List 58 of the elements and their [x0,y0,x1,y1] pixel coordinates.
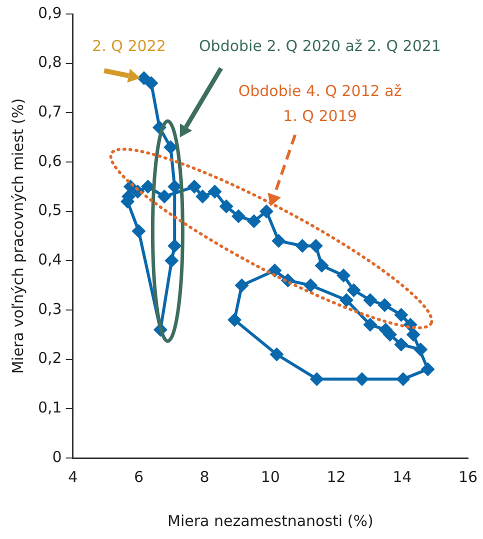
point [363,318,378,332]
point [304,278,318,292]
y-tick-label: 0 [52,448,62,466]
x-tick-label: 16 [458,468,478,486]
point [394,338,408,352]
point [336,268,351,282]
y-axis-title: Miera voľných pracovných miest (%) [8,98,27,374]
point [231,209,246,224]
point [308,238,323,253]
point [310,372,324,386]
annotation: Obdobie 2. Q 2020 až 2. Q 2021 [198,36,442,57]
point [136,71,151,86]
x-axis-title: Miera nezamestnanosti (%) [168,512,374,530]
y-tick-label: 0,4 [38,250,62,269]
point [219,199,234,214]
point [406,328,420,342]
point [168,238,182,253]
point [396,372,410,386]
y-tick-label: 0,7 [38,102,62,121]
point [196,190,210,204]
point [187,180,202,194]
y-tick-label: 0,5 [38,201,62,220]
point [132,224,146,238]
point [346,283,361,298]
x-tick-label: 4 [68,468,78,486]
point [164,254,179,268]
point [272,234,286,248]
point [378,298,392,312]
point [270,347,284,362]
point [339,293,354,308]
x-tick-label: 12 [326,468,346,486]
point [157,190,172,204]
point [246,214,261,228]
y-tick-label: 0,1 [38,398,62,417]
point [228,312,242,327]
point [394,308,408,322]
point [363,293,378,308]
point [295,238,310,253]
point [420,362,435,376]
point [354,372,369,386]
y-tick-label: 0,8 [38,53,62,72]
point [234,278,249,292]
x-tick-label: 6 [134,468,144,486]
annotation: Obdobie 4. Q 2012 až 1. Q 2019 [237,81,403,127]
point [164,140,178,154]
x-tick-label: 10 [260,468,280,486]
x-tick-label: 8 [200,468,210,486]
y-tick-label: 0,9 [38,4,62,22]
point [314,258,329,273]
point [168,180,182,194]
y-tick-label: 0,6 [38,152,62,170]
y-tick-label: 0,3 [38,300,62,318]
x-tick-label: 14 [392,468,412,486]
annotation: 2. Q 2022 [91,36,167,57]
point [259,204,274,218]
point [414,342,428,356]
point [208,184,222,199]
y-tick-label: 0,2 [38,349,62,368]
